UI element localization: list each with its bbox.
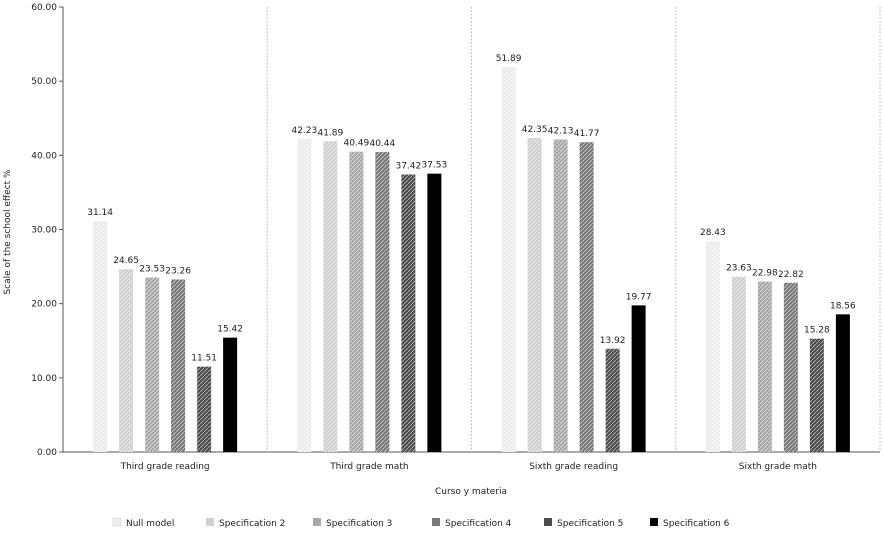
data-label: 18.56 [830, 301, 856, 311]
bar-texture [119, 269, 134, 452]
legend-swatch [313, 518, 321, 526]
legend-label: Specification 2 [219, 519, 285, 529]
x-axis-title: Curso y materia [435, 487, 507, 497]
bar-texture [375, 152, 390, 452]
bar-texture [731, 276, 746, 452]
x-tick-label: Sixth grade math [739, 462, 817, 472]
data-label: 41.77 [574, 129, 600, 139]
data-label: 22.98 [752, 269, 778, 279]
bar [835, 314, 850, 452]
y-tick-label: 10.00 [31, 374, 57, 384]
bar-texture [323, 141, 338, 452]
data-label: 51.89 [496, 54, 522, 64]
bar [631, 305, 646, 452]
legend-label: Specification 5 [557, 519, 623, 529]
bar-texture [579, 142, 594, 453]
data-label: 15.42 [217, 325, 243, 335]
legend-label: Specification 3 [326, 519, 392, 529]
legend: Null model Specification 2 Specification 3… [112, 517, 730, 529]
y-axis-title: Scale of the school effect % [3, 169, 13, 295]
legend-label: Specification 4 [445, 519, 512, 529]
bar-texture [93, 221, 108, 452]
bar [427, 173, 442, 452]
x-tick-label: Sixth grade reading [529, 462, 618, 472]
data-label: 15.28 [804, 326, 830, 336]
legend-swatch [112, 517, 122, 527]
data-label: 37.53 [421, 161, 447, 171]
y-tick-label: 50.00 [31, 77, 57, 87]
data-label: 40.49 [343, 139, 369, 149]
legend-label: Null model [126, 519, 174, 529]
bar-texture [527, 137, 542, 452]
y-tick-label: 60.00 [31, 3, 57, 13]
legend-swatch [650, 518, 658, 526]
legend-label: Specification 6 [663, 519, 730, 529]
data-label: 23.53 [139, 264, 165, 274]
data-label: 28.43 [700, 228, 726, 238]
bar-texture [809, 338, 824, 452]
data-label: 23.26 [165, 266, 191, 276]
bar-texture [197, 366, 212, 452]
data-label: 42.23 [291, 126, 317, 136]
data-label: 40.44 [369, 139, 395, 149]
y-tick-label: 20.00 [31, 300, 57, 310]
bar-texture [297, 138, 312, 452]
bar-texture [501, 67, 516, 452]
bar-texture [171, 279, 186, 452]
y-tick-label: 30.00 [31, 226, 57, 236]
data-label: 42.35 [522, 125, 548, 135]
bar-texture [349, 151, 364, 453]
bar-texture [783, 282, 798, 452]
legend-swatch [206, 518, 214, 526]
bar-texture [401, 174, 416, 453]
data-label: 41.89 [317, 128, 343, 138]
data-label: 31.14 [87, 208, 113, 218]
data-label: 42.13 [548, 127, 574, 137]
bar-texture [605, 348, 620, 452]
y-tick-label: 40.00 [31, 151, 57, 161]
data-label: 11.51 [191, 354, 217, 364]
bar-texture [145, 277, 160, 452]
y-tick-label: 0.00 [37, 448, 57, 458]
data-label: 22.82 [778, 270, 804, 280]
legend-swatch [544, 518, 552, 526]
x-tick-label: Third grade reading [120, 462, 210, 472]
data-label: 13.92 [600, 336, 626, 346]
bar-texture [553, 139, 568, 452]
bar-texture [705, 241, 720, 452]
data-label: 19.77 [626, 292, 652, 302]
x-tick-label: Third grade math [329, 462, 408, 472]
data-label: 24.65 [113, 256, 139, 266]
data-label: 37.42 [395, 161, 421, 171]
bar [223, 337, 238, 452]
bar-texture [757, 281, 772, 452]
legend-swatch [432, 518, 440, 526]
data-label: 23.63 [726, 264, 752, 274]
